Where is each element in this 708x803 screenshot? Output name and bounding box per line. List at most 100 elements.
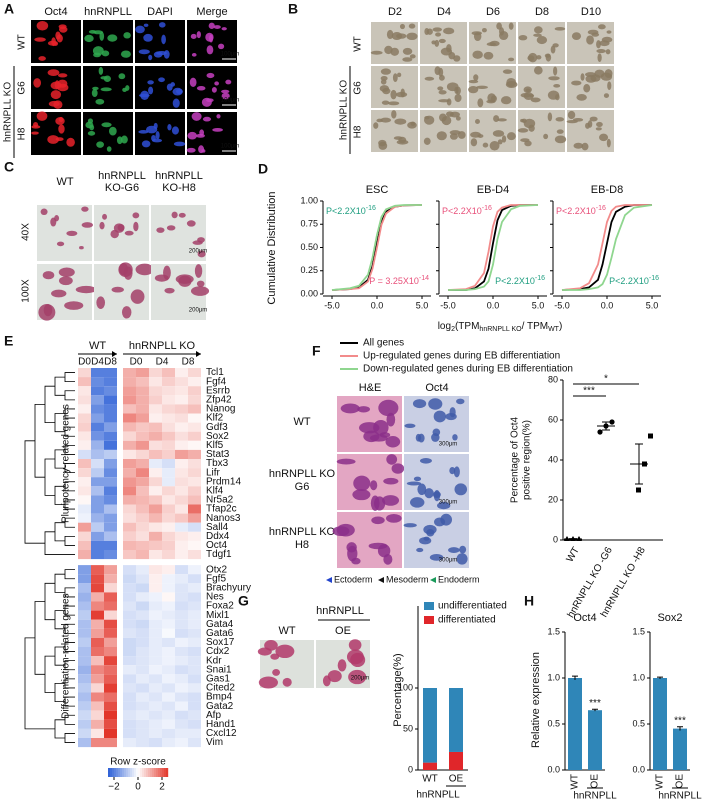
cell-cluster <box>108 126 117 136</box>
row-group-label: hnRNPLL KO <box>3 82 14 142</box>
row-group-label: Differentiation-related genes <box>61 593 72 718</box>
cell-cluster <box>201 149 206 153</box>
legend-label: Mesoderm <box>386 574 429 584</box>
heatmap-cell <box>175 574 188 584</box>
gene-label: Afp <box>206 710 221 721</box>
heatmap-cell <box>162 468 175 478</box>
heatmap-cell <box>175 531 188 541</box>
heatmap-cell <box>162 522 175 532</box>
heatmap-cell <box>78 583 91 593</box>
heatmap-cell <box>78 413 91 423</box>
heatmap-cell <box>91 477 104 487</box>
p-value-exponent: -16 <box>535 275 545 282</box>
cell-cluster <box>202 116 212 122</box>
heatmap-cell <box>123 601 136 611</box>
heatmap-cell <box>104 513 117 523</box>
heatmap-cell <box>188 368 201 378</box>
cell-cluster <box>501 135 507 143</box>
dendrogram-branch <box>44 458 55 496</box>
heatmap-cell <box>123 583 136 593</box>
cell-cluster <box>455 116 461 121</box>
heatmap-cell <box>78 431 91 441</box>
heatmap-cell <box>123 413 136 423</box>
y-tick-label: 0.5 <box>632 718 645 728</box>
heatmap-cell <box>188 477 201 487</box>
cell-cluster <box>107 34 118 42</box>
heatmap-cell <box>91 413 104 423</box>
heatmap-cell <box>136 719 149 729</box>
colorbar-step <box>146 768 149 777</box>
cell-cluster <box>502 69 513 74</box>
micrograph <box>371 66 418 108</box>
heatmap-cell <box>188 449 201 459</box>
y-tick-label: 0 <box>408 764 413 774</box>
heatmap-cell <box>123 728 136 738</box>
gene-label: Cxcl12 <box>206 728 237 739</box>
cell-cluster <box>95 98 105 105</box>
heatmap-cell <box>91 583 104 593</box>
heatmap-cell <box>123 701 136 711</box>
heatmap-cell <box>123 550 136 560</box>
heatmap-cell <box>104 637 117 647</box>
y-tick-label: 40 <box>548 454 558 464</box>
scale-bar-label: 200μm <box>351 676 369 682</box>
heatmap-cell <box>78 738 91 748</box>
heatmap-cell <box>188 728 201 738</box>
cell-cluster <box>81 206 89 212</box>
heatmap-cell <box>136 550 149 560</box>
colorbar-step <box>124 768 127 777</box>
heatmap-cell <box>91 495 104 505</box>
heatmap-cell <box>162 413 175 423</box>
cell-cluster <box>591 32 600 37</box>
heatmap-cell <box>78 550 91 560</box>
p-value-exponent: -16 <box>482 205 492 212</box>
chart-title: Oct4 <box>573 612 596 624</box>
heatmap-cell <box>104 601 117 611</box>
cell-cluster <box>199 129 205 136</box>
cell-cluster <box>92 46 104 56</box>
cell-cluster <box>33 121 39 128</box>
heatmap-cell <box>91 368 104 378</box>
heatmap-cell <box>136 583 149 593</box>
cell-cluster <box>187 131 198 140</box>
x-axis-label-part: hnRNPLL KO <box>479 326 522 333</box>
cell-cluster <box>440 513 453 526</box>
bar-segment <box>449 688 463 752</box>
cell-cluster <box>489 40 500 47</box>
heatmap-cell <box>175 504 188 514</box>
heatmap-cell <box>136 601 149 611</box>
cdf-line <box>561 204 652 291</box>
cell-cluster <box>394 118 407 125</box>
gene-label: Klf4 <box>206 485 224 496</box>
cell-cluster <box>214 81 219 86</box>
row-label: hnRNPLL KO <box>269 468 336 480</box>
heatmap-cell <box>78 619 91 629</box>
dendrogram-branch <box>64 535 75 546</box>
cell-cluster <box>576 93 587 101</box>
cell-cluster <box>410 497 425 508</box>
cell-cluster <box>446 82 459 92</box>
heatmap-cell <box>188 619 201 629</box>
colorbar-step <box>156 768 159 777</box>
cell-cluster <box>391 32 403 41</box>
cell-cluster <box>146 125 158 134</box>
cell-cluster <box>50 90 62 100</box>
heatmap-cell <box>175 522 188 532</box>
cell-cluster <box>123 32 131 39</box>
heatmap-cell <box>188 404 201 414</box>
heatmap-cell <box>136 637 149 647</box>
heatmap-cell <box>162 386 175 396</box>
colorbar-step <box>150 768 153 777</box>
cell-cluster <box>213 25 221 29</box>
cell-cluster <box>386 514 402 523</box>
heatmap-cell <box>78 504 91 514</box>
heatmap-cell <box>188 413 201 423</box>
row-label: G6 <box>17 81 28 95</box>
gene-label: Nes <box>206 592 224 603</box>
heatmap-cell <box>149 710 162 720</box>
heatmap-cell <box>175 719 188 729</box>
dendrogram-branch <box>44 531 75 555</box>
cell-cluster <box>258 676 278 689</box>
p-value: P<2.2X10-16 <box>326 205 376 217</box>
gene-label: Nanos3 <box>206 513 241 524</box>
